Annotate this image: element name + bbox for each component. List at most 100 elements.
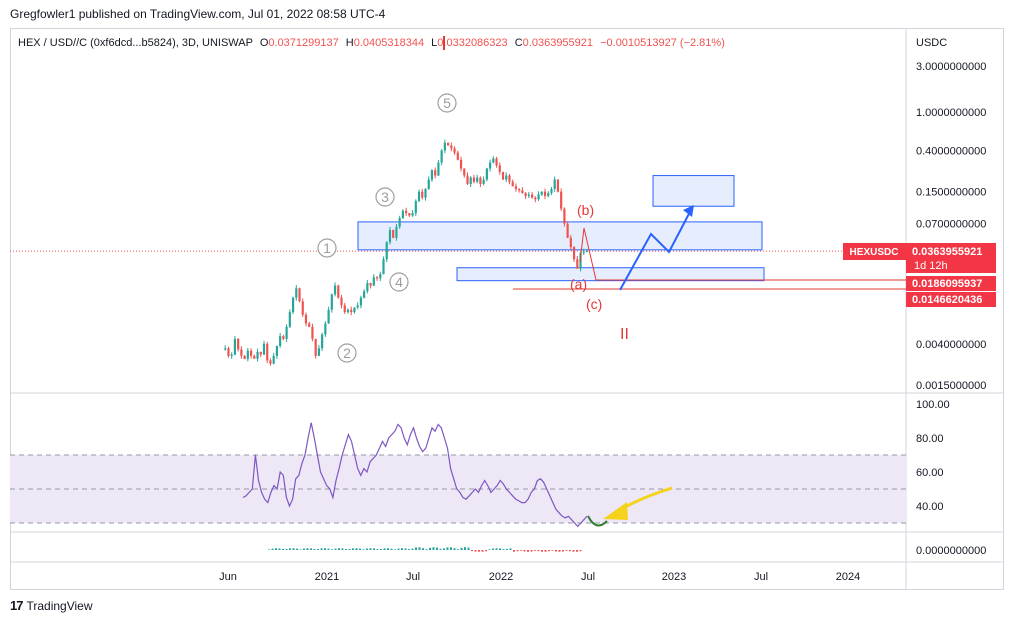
candle-body: [288, 312, 291, 327]
annotations: 1 2 3 4 5 (b) (a) (c) II: [317, 36, 906, 363]
candle-body: [243, 355, 246, 359]
footer-brand: TradingView: [26, 598, 93, 613]
time-tick-label: 2023: [662, 571, 686, 583]
candle-body: [534, 197, 537, 200]
price-tick-label: 1.0000000000: [916, 107, 986, 119]
oscillator-bar: [415, 547, 417, 550]
oscillator-bar: [296, 548, 298, 550]
oscillator-bar: [418, 547, 421, 550]
candle-body: [505, 175, 508, 180]
oscillator-bar: [380, 548, 382, 550]
wave-marker-circle: [389, 272, 409, 292]
candle-body: [466, 175, 469, 184]
oscillator-bar: [275, 548, 277, 550]
candle-body: [375, 277, 379, 279]
price-labels: HEXUSDC 0.0363955921 1d 12h 0.0186095937 0.0…: [843, 243, 996, 307]
candle-body: [295, 288, 298, 298]
candle-body: [553, 179, 556, 189]
oscillator-bar: [376, 549, 379, 550]
candle-body: [356, 305, 359, 308]
oscillator-bar: [569, 550, 571, 552]
candle-body: [224, 348, 227, 350]
oscillator-bar: [271, 548, 274, 550]
candle-body: [230, 354, 233, 356]
candle-body: [421, 191, 424, 198]
symbol-tag-bg: [843, 243, 906, 260]
oscillator-bar: [464, 547, 466, 550]
candle-body: [353, 307, 356, 313]
candle-body: [249, 350, 253, 356]
oscillator-bar: [506, 548, 508, 550]
oscillator-bar: [397, 548, 400, 550]
candle-body: [324, 323, 327, 335]
level-tag-bg: [906, 276, 996, 291]
candle-body: [447, 142, 450, 146]
candle-body: [566, 223, 569, 238]
candle-body: [563, 208, 566, 224]
oscillator-bar: [457, 549, 459, 550]
footer: 17 TradingView: [10, 598, 93, 613]
rsi-tick-label: 60.00: [916, 467, 944, 479]
publish-line: Gregfowler1 published on TradingView.com…: [10, 7, 386, 21]
oscillator-bar: [481, 550, 484, 552]
candle-body: [576, 259, 579, 269]
candle-body: [501, 171, 505, 180]
level-tag: 0.0146620436: [912, 294, 982, 306]
oscillator-bar: [492, 548, 494, 550]
oscillator-bar: [499, 548, 501, 550]
candle-body: [521, 190, 524, 194]
candle-body: [414, 201, 417, 214]
candle-body: [514, 186, 518, 189]
oscillator-bar: [282, 548, 284, 550]
oscillator-bar: [306, 548, 309, 550]
wave-marker-circle: [337, 343, 357, 363]
candlestick-series: [224, 139, 589, 366]
zone-box: [652, 175, 735, 207]
candle-body: [582, 251, 585, 253]
price-tick-label: 0.0700000000: [916, 219, 986, 231]
candle-body: [340, 297, 343, 306]
correction-path: [579, 227, 597, 281]
oscillator-bar: [520, 550, 522, 551]
oscillator-bar: [530, 550, 533, 552]
oscillator-bar: [313, 549, 316, 550]
oscillator-tick-label: 0.0000000000: [916, 545, 986, 557]
candle-body: [392, 230, 395, 238]
oscillator-bar: [541, 550, 543, 552]
price-tick-label: 3.0000000000: [916, 61, 986, 73]
candle-body: [301, 301, 304, 315]
time-tick-label: Jul: [581, 571, 595, 583]
candle-body: [453, 148, 456, 153]
oscillator-bar: [408, 549, 410, 550]
oscillator-bar: [555, 550, 557, 552]
oscillator-bar: [478, 550, 480, 552]
candle-body: [401, 210, 404, 219]
candle-body: [440, 150, 443, 163]
symbol-title: HEX / USD//C (0xf6dcd...b5824), 3D, UNIS…: [18, 37, 253, 49]
candle-body: [269, 360, 272, 364]
candle-body: [366, 283, 369, 292]
oscillator-bar: [467, 547, 470, 550]
oscillator-bar: [429, 547, 431, 550]
low-value: 0.0332086323: [437, 37, 507, 49]
candle-body: [327, 309, 330, 324]
oscillator-bar: [268, 549, 270, 550]
high-value: 0.0405318344: [354, 37, 424, 49]
oscillator-bar: [562, 550, 564, 552]
legend-header: HEX / USD//C (0xf6dcd...b5824), 3D, UNIS…: [18, 37, 725, 49]
projection-path: [619, 207, 693, 291]
candle-body: [511, 181, 514, 187]
time-axis[interactable]: Jun 2021 Jul 2022 Jul 2023 Jul 2024: [219, 571, 860, 583]
oscillator-bar: [359, 548, 361, 550]
rsi-band: [10, 455, 906, 523]
candle-body: [427, 179, 430, 189]
candle-body: [482, 179, 485, 184]
oscillator-bar: [432, 547, 435, 550]
price-axis[interactable]: 3.0000000000 1.0000000000 0.4000000000 0.15…: [916, 61, 986, 392]
candle-body: [272, 355, 275, 364]
candle-body: [524, 193, 527, 197]
rsi-line: [242, 422, 588, 528]
candle-body: [459, 159, 463, 169]
wave-ii-label: II: [620, 326, 629, 343]
